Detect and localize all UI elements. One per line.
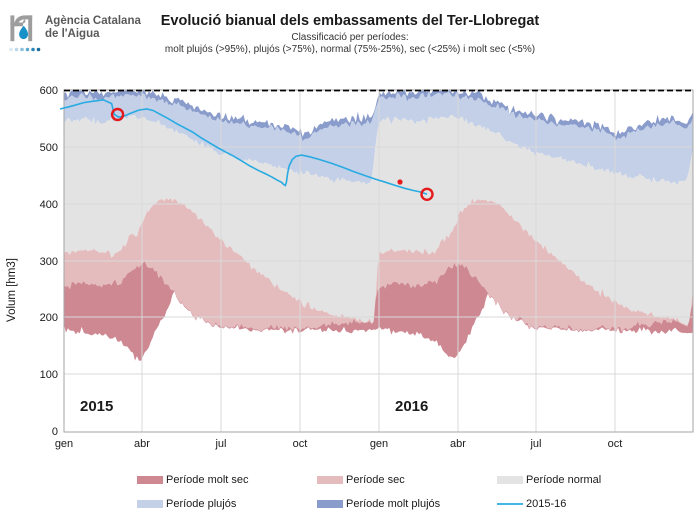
svg-text:2016: 2016: [395, 398, 428, 415]
svg-text:Volum [hm3]: Volum [hm3]: [6, 258, 18, 322]
svg-text:gen: gen: [370, 438, 388, 450]
svg-text:2015: 2015: [80, 398, 113, 415]
svg-text:Període plujós: Període plujós: [166, 498, 237, 510]
svg-text:Període normal: Període normal: [526, 474, 601, 486]
svg-text:abr: abr: [134, 438, 150, 450]
svg-text:600: 600: [40, 85, 58, 97]
svg-text:oct: oct: [293, 438, 308, 450]
svg-text:200: 200: [40, 312, 58, 324]
svg-text:oct: oct: [608, 438, 623, 450]
svg-text:500: 500: [40, 142, 58, 154]
svg-text:abr: abr: [450, 438, 466, 450]
svg-text:jul: jul: [529, 438, 541, 450]
svg-text:gen: gen: [55, 438, 73, 450]
svg-text:0: 0: [52, 426, 58, 438]
svg-text:400: 400: [40, 199, 58, 211]
svg-text:Període molt plujós: Període molt plujós: [346, 498, 441, 510]
svg-text:Període sec: Període sec: [346, 474, 405, 486]
svg-text:jul: jul: [214, 438, 226, 450]
svg-text:300: 300: [40, 256, 58, 268]
svg-text:Període molt sec: Període molt sec: [166, 474, 249, 486]
svg-text:2015-16: 2015-16: [526, 498, 566, 510]
svg-text:100: 100: [40, 369, 58, 381]
